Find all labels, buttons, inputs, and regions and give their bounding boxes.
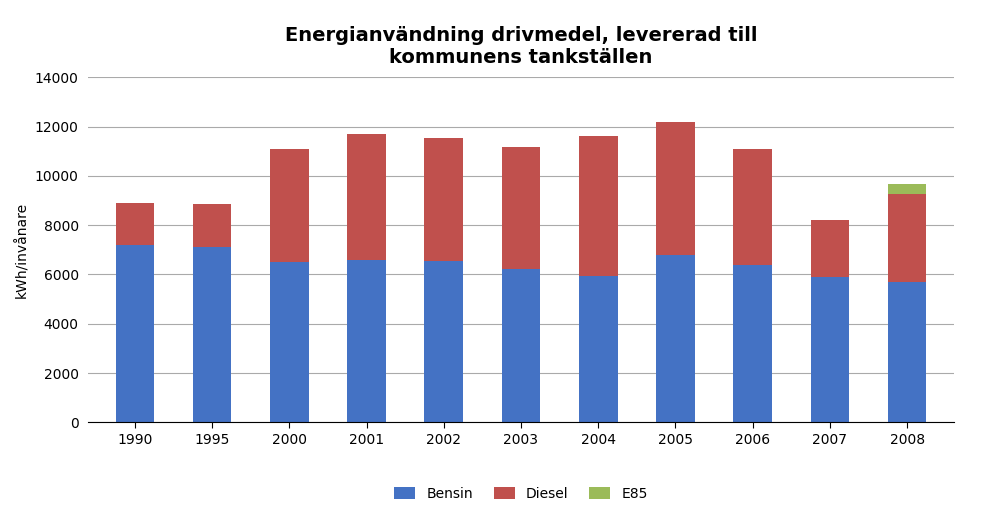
Bar — [888, 184, 926, 194]
Bar — [193, 247, 231, 422]
Bar — [811, 277, 849, 422]
Bar — [270, 262, 309, 422]
Bar — [347, 260, 385, 422]
Bar — [347, 134, 385, 260]
Bar — [733, 149, 772, 265]
Bar — [501, 269, 541, 422]
Bar — [425, 138, 463, 261]
Bar — [656, 122, 695, 255]
Bar — [270, 149, 309, 262]
Bar — [116, 203, 154, 245]
Bar — [811, 220, 849, 277]
Bar — [888, 194, 926, 282]
Bar — [193, 204, 231, 247]
Bar — [425, 261, 463, 422]
Legend: Bensin, Diesel, E85: Bensin, Diesel, E85 — [389, 481, 653, 506]
Bar — [579, 136, 617, 276]
Bar — [501, 147, 541, 269]
Bar — [579, 276, 617, 422]
Bar — [656, 255, 695, 422]
Bar — [733, 265, 772, 422]
Bar — [116, 245, 154, 422]
Title: Energianvändning drivmedel, levererad till
kommunens tankställen: Energianvändning drivmedel, levererad ti… — [285, 26, 757, 67]
Bar — [888, 282, 926, 422]
Y-axis label: kWh/invånare: kWh/invånare — [15, 202, 29, 298]
